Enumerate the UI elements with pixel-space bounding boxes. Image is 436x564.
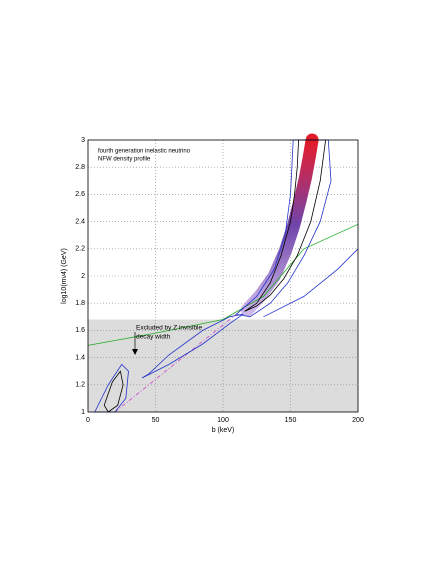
x-tick-label: 100 — [217, 417, 229, 424]
y-tick-label: 2.8 — [75, 164, 85, 171]
annotation: NFW density profile — [98, 157, 151, 163]
y-tick-label: 1.8 — [75, 300, 85, 307]
y-tick-label: 2.4 — [75, 218, 85, 225]
contour-line — [263, 248, 359, 318]
contour-line — [114, 302, 251, 413]
annotation: Excluded by Z invisible — [136, 325, 202, 332]
y-tick-label: 1.2 — [75, 382, 85, 389]
x-tick-label: 0 — [86, 417, 90, 424]
x-tick-label: 50 — [152, 417, 160, 424]
x-axis-label: b (keV) — [212, 427, 235, 434]
y-tick-label: 1.6 — [75, 327, 85, 334]
annotation: decay width — [136, 334, 171, 341]
plot-area — [87, 133, 359, 413]
contour-line — [141, 313, 244, 379]
y-tick-label: 3 — [81, 137, 85, 144]
x-tick-label: 200 — [352, 417, 364, 424]
y-tick-label: 2.6 — [75, 191, 85, 198]
y-tick-label: 2 — [81, 273, 85, 280]
annotation: fourth generation inelastic neutrino — [98, 149, 191, 155]
y-tick-label: 2.2 — [75, 246, 85, 253]
plot-frame — [87, 139, 359, 413]
contour-line — [235, 139, 332, 318]
y-tick-label: 1 — [81, 409, 85, 416]
density-band — [240, 133, 319, 317]
y-axis-label: log10(mν4) (GeV) — [61, 248, 68, 304]
y-tick-label: 1.4 — [75, 354, 85, 361]
x-tick-label: 150 — [285, 417, 297, 424]
arrow-head — [132, 349, 138, 355]
